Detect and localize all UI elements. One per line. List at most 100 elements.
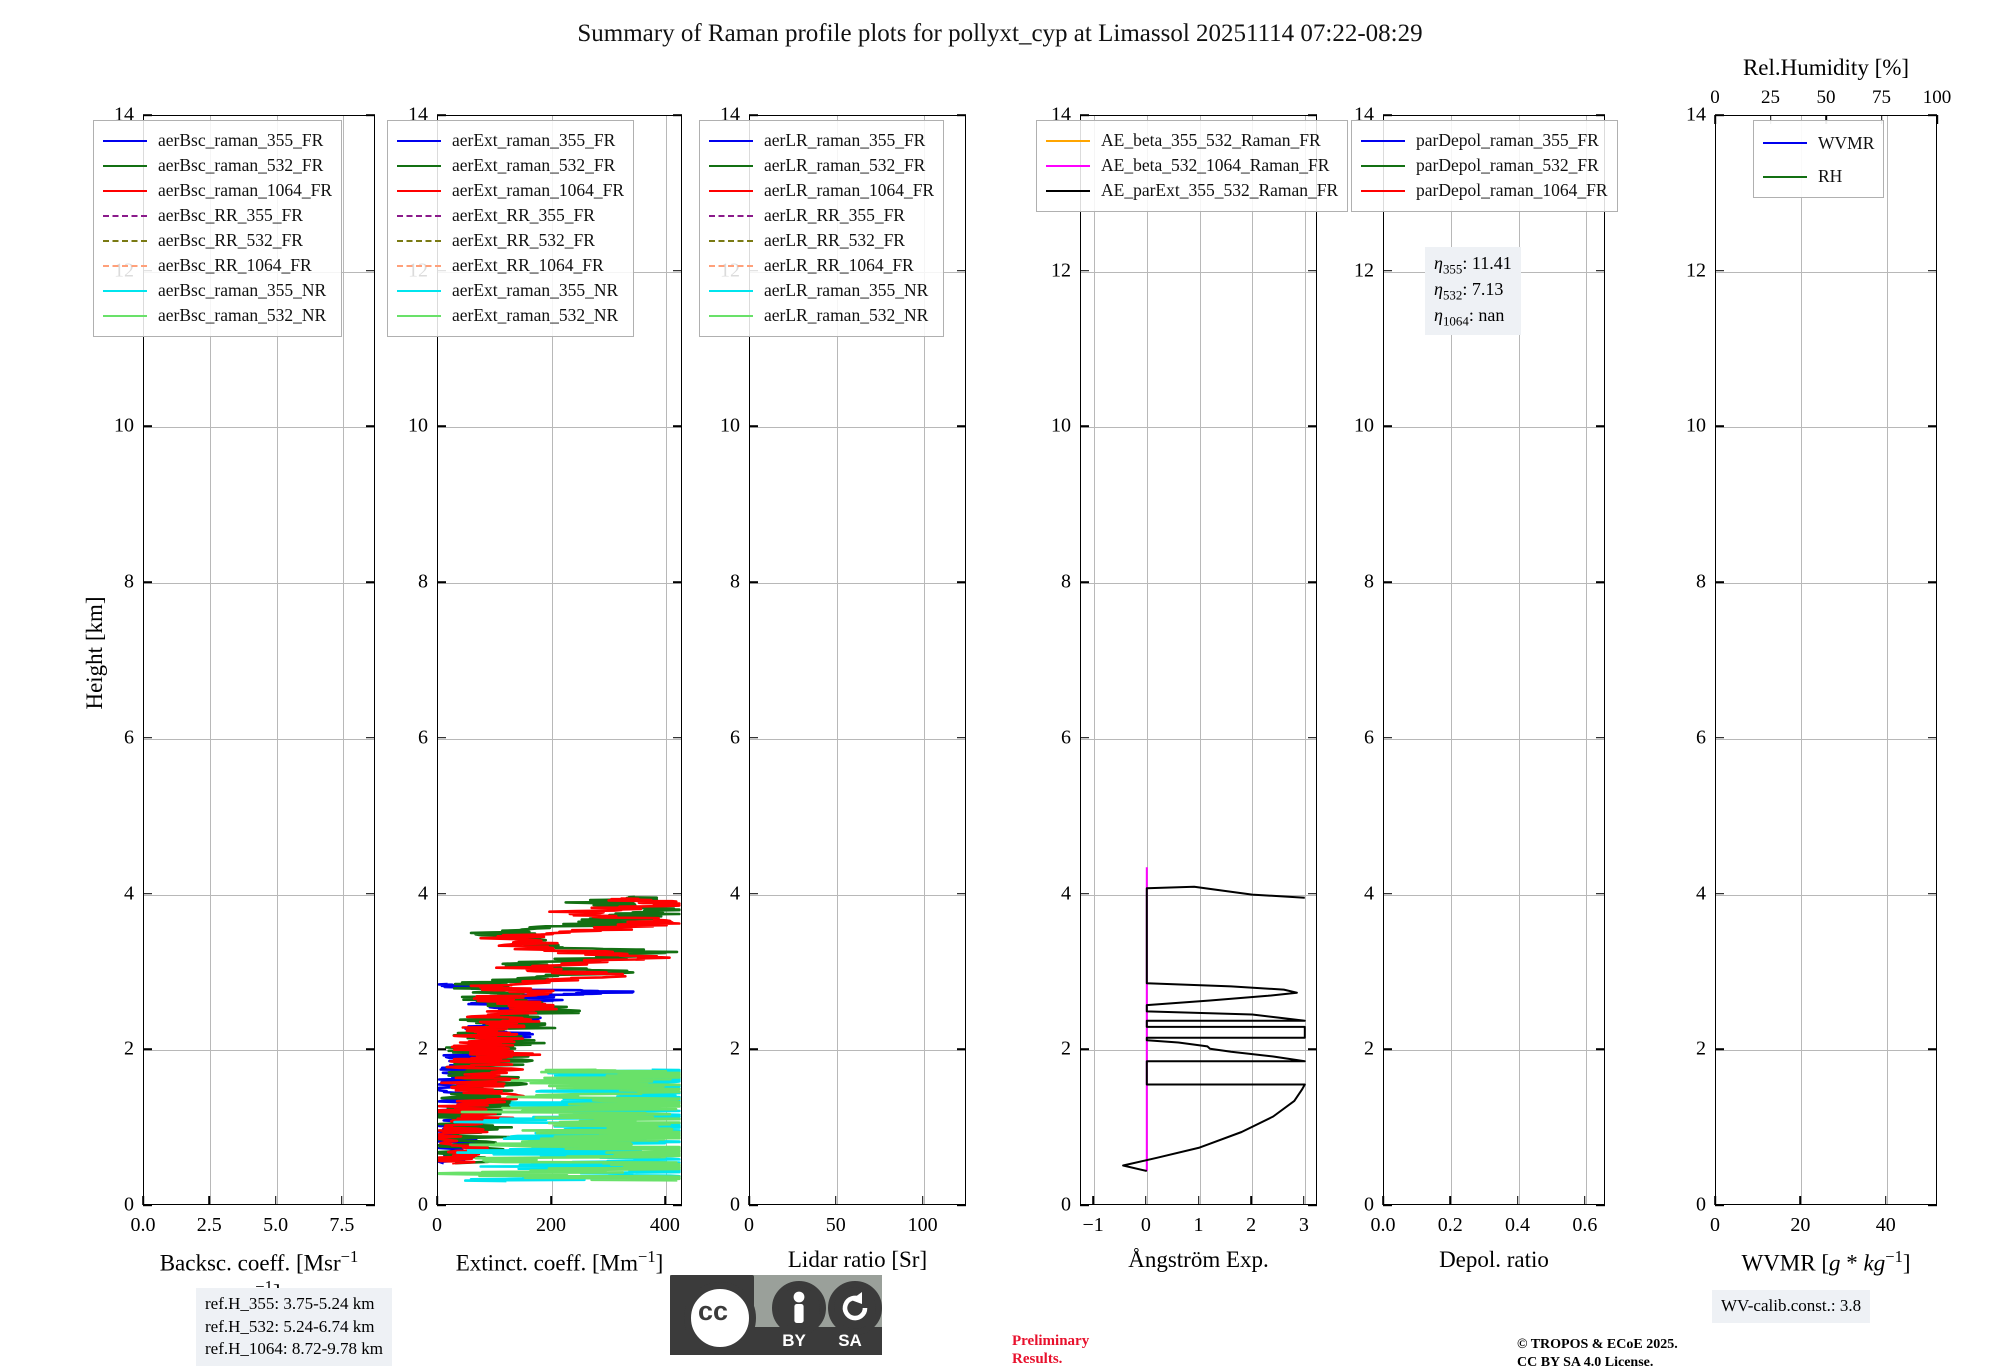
legend-label: aerLR_RR_1064_FR	[764, 255, 914, 276]
y-tick-mark	[1383, 737, 1392, 739]
y-tick-mark	[1596, 114, 1605, 116]
legend-label: aerBsc_raman_532_NR	[158, 305, 326, 326]
legend-item[interactable]: aerLR_RR_532_FR	[709, 228, 934, 253]
legend-item[interactable]: aerBsc_raman_355_NR	[103, 278, 332, 303]
data-curves-angstrom	[1081, 116, 1317, 1205]
legend-item[interactable]: aerExt_RR_1064_FR	[397, 253, 624, 278]
legend-item[interactable]: aerExt_raman_532_NR	[397, 303, 624, 328]
y-tick-mark	[673, 893, 682, 895]
legend-line-swatch	[709, 290, 753, 292]
y-tick-mark	[1928, 1048, 1937, 1050]
legend-item[interactable]: aerLR_raman_1064_FR	[709, 178, 934, 203]
legend-item[interactable]: aerExt_raman_355_NR	[397, 278, 624, 303]
y-tick-label: 10	[1354, 415, 1383, 438]
y-tick-mark	[1308, 737, 1317, 739]
legend-label: aerLR_RR_532_FR	[764, 230, 905, 251]
y-tick-label: 2	[1061, 1038, 1080, 1061]
y-tick-mark	[957, 1048, 966, 1050]
legend-item[interactable]: parDepol_raman_1064_FR	[1361, 178, 1608, 203]
y-tick-mark	[366, 114, 375, 116]
legend-item[interactable]: RH	[1763, 164, 1874, 189]
x-tick-mark	[1092, 1196, 1094, 1205]
top-axis-label-rh: Rel.Humidity [%]	[1715, 55, 1937, 81]
legend-item[interactable]: aerBsc_raman_355_FR	[103, 128, 332, 153]
legend-line-swatch	[397, 140, 441, 142]
legend-item[interactable]: aerLR_raman_355_NR	[709, 278, 934, 303]
y-tick-mark	[366, 737, 375, 739]
y-tick-mark	[437, 426, 446, 428]
legend-item[interactable]: aerExt_raman_355_FR	[397, 128, 624, 153]
legend-item[interactable]: aerLR_raman_355_FR	[709, 128, 934, 153]
legend-item[interactable]: aerBsc_raman_1064_FR	[103, 178, 332, 203]
x-tick-mark	[1145, 1196, 1147, 1205]
legend-label: aerExt_RR_1064_FR	[452, 255, 604, 276]
legend-line-swatch	[1361, 165, 1405, 167]
plot-area-angstrom	[1080, 115, 1317, 1205]
legend-label: AE_parExt_355_532_Raman_FR	[1101, 180, 1338, 201]
legend-item[interactable]: aerBsc_raman_532_NR	[103, 303, 332, 328]
legend-item[interactable]: parDepol_raman_532_FR	[1361, 153, 1608, 178]
legend-item[interactable]: aerBsc_RR_355_FR	[103, 203, 332, 228]
legend-item[interactable]: WVMR	[1763, 128, 1874, 158]
legend-item[interactable]: aerExt_RR_532_FR	[397, 228, 624, 253]
x-tick-label: 0.0	[1371, 1205, 1396, 1237]
x-tick-label: 50	[826, 1205, 846, 1237]
x-tick-label: 400	[650, 1205, 680, 1237]
x-tick-mark	[1198, 1196, 1200, 1205]
legend-item[interactable]: aerLR_raman_532_FR	[709, 153, 934, 178]
legend-item[interactable]: parDepol_raman_355_FR	[1361, 128, 1608, 153]
legend-line-swatch	[397, 165, 441, 167]
x-tick-mark	[275, 1196, 277, 1205]
legend-item[interactable]: AE_parExt_355_532_Raman_FR	[1046, 178, 1338, 203]
legend-item[interactable]: aerLR_RR_1064_FR	[709, 253, 934, 278]
legend-line-swatch	[103, 315, 147, 317]
legend-item[interactable]: aerBsc_raman_532_FR	[103, 153, 332, 178]
x-tick-label: 7.5	[329, 1205, 354, 1237]
y-tick-label: 10	[1686, 415, 1715, 438]
y-tick-mark	[749, 581, 758, 583]
legend-line-swatch	[1763, 176, 1807, 178]
y-tick-mark	[143, 1048, 152, 1050]
y-tick-mark	[366, 581, 375, 583]
legend-label: aerExt_raman_355_NR	[452, 280, 618, 301]
y-tick-label: 8	[1061, 571, 1080, 594]
legend-line-swatch	[103, 140, 147, 142]
y-tick-mark	[1596, 1048, 1605, 1050]
y-tick-mark	[1308, 114, 1317, 116]
legend-item[interactable]: aerLR_raman_532_NR	[709, 303, 934, 328]
legend-line-swatch	[1361, 190, 1405, 192]
legend-item[interactable]: aerBsc_RR_1064_FR	[103, 253, 332, 278]
y-tick-mark	[673, 737, 682, 739]
y-tick-mark	[673, 581, 682, 583]
legend-label: parDepol_raman_1064_FR	[1416, 180, 1608, 201]
legend-item[interactable]: aerExt_raman_532_FR	[397, 153, 624, 178]
legend-item[interactable]: aerExt_raman_1064_FR	[397, 178, 624, 203]
legend-item[interactable]: aerExt_RR_355_FR	[397, 203, 624, 228]
x-tick-mark	[208, 1196, 210, 1205]
legend-label: aerLR_raman_532_FR	[764, 155, 925, 176]
x-tick-label: 1	[1194, 1205, 1204, 1237]
y-tick-mark	[1080, 737, 1089, 739]
legend-item[interactable]: aerLR_RR_355_FR	[709, 203, 934, 228]
legend-line-swatch	[709, 190, 753, 192]
legend-label: aerBsc_raman_355_FR	[158, 130, 323, 151]
data-curves-wvmr	[1716, 116, 1937, 1205]
legend-item[interactable]: aerBsc_RR_532_FR	[103, 228, 332, 253]
x-tick-label: 40	[1876, 1205, 1896, 1237]
legend-label: aerBsc_raman_532_FR	[158, 155, 323, 176]
x-tick-label: 2	[1246, 1205, 1256, 1237]
y-tick-label: 10	[1051, 415, 1080, 438]
y-tick-mark	[1928, 270, 1937, 272]
legend-line-swatch	[103, 290, 147, 292]
sa-label: SA	[822, 1331, 878, 1351]
legend-item[interactable]: AE_beta_532_1064_Raman_FR	[1046, 153, 1338, 178]
y-tick-mark	[1383, 1048, 1392, 1050]
legend-line-swatch	[103, 265, 147, 267]
legend-line-swatch	[397, 315, 441, 317]
legend-line-swatch	[397, 290, 441, 292]
y-tick-mark	[143, 737, 152, 739]
legend-item[interactable]: AE_beta_355_532_Raman_FR	[1046, 128, 1338, 153]
